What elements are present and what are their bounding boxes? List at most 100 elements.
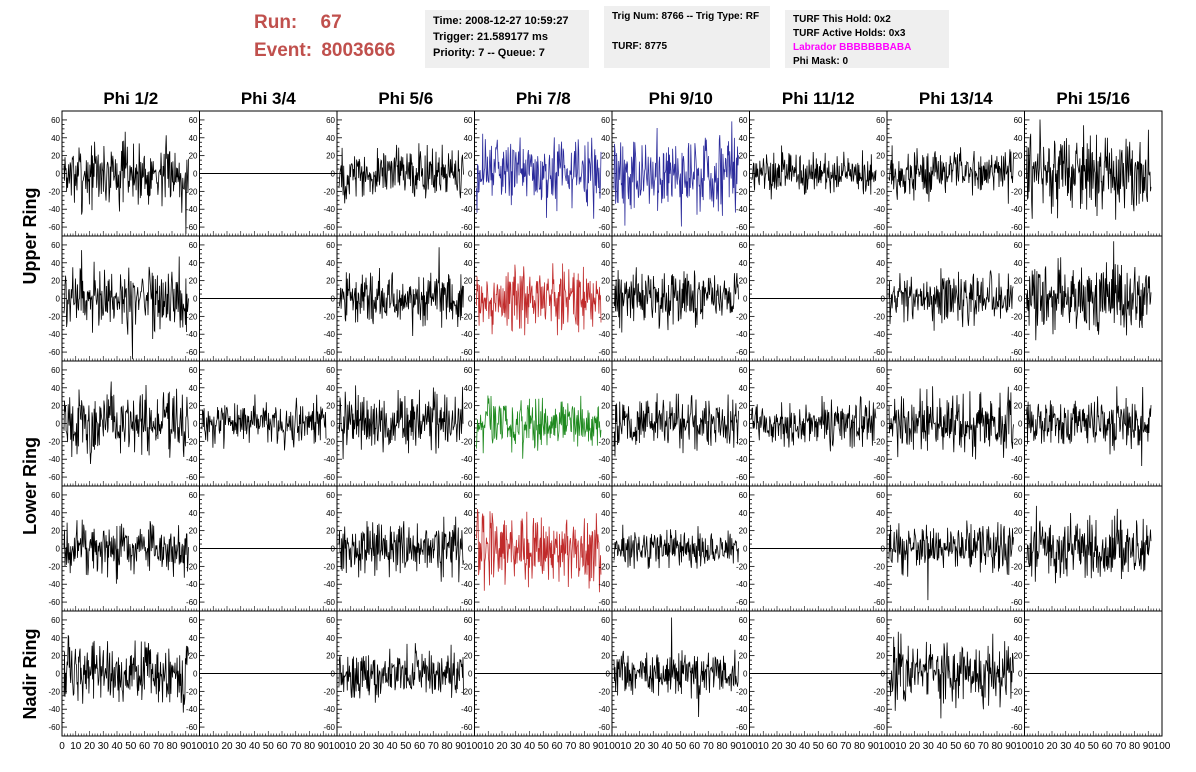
y-tick-label: 20 (876, 152, 885, 161)
y-tick-label: 20 (189, 652, 198, 661)
y-tick-label: 60 (326, 491, 335, 500)
y-tick-label: 60 (1014, 616, 1023, 625)
y-tick-label: 0 (56, 420, 61, 429)
y-tick-label: 20 (464, 152, 473, 161)
waveform-r1-c6 (751, 145, 877, 200)
y-tick-label: -60 (1011, 223, 1023, 232)
y-tick-label: 60 (189, 366, 198, 375)
y-tick-label: -60 (1011, 723, 1023, 732)
y-tick-label: 20 (51, 527, 60, 536)
x-tick-label: 10 (208, 741, 220, 752)
y-tick-label: 20 (189, 402, 198, 411)
y-tick-label: -20 (323, 187, 335, 196)
y-tick-label: -20 (461, 562, 473, 571)
y-tick-label: 60 (739, 241, 748, 250)
y-tick-label: 60 (876, 116, 885, 125)
y-tick-label: 40 (51, 634, 60, 643)
y-tick-label: 60 (601, 366, 610, 375)
y-tick-label: 40 (189, 509, 198, 518)
x-tick-label: 30 (923, 741, 935, 752)
y-tick-label: -20 (1011, 687, 1023, 696)
x-tick-label: 10 (620, 741, 632, 752)
y-tick-label: 40 (601, 384, 610, 393)
y-tick-label: -40 (48, 705, 60, 714)
y-tick-label: -60 (736, 598, 748, 607)
x-tick-label: 100 (1016, 741, 1033, 752)
y-tick-label: -20 (598, 187, 610, 196)
y-tick-label: -60 (873, 723, 885, 732)
y-tick-label: 20 (51, 402, 60, 411)
y-tick-label: -40 (186, 455, 198, 464)
x-tick-label: 50 (400, 741, 412, 752)
y-tick-label: -40 (873, 455, 885, 464)
x-tick-label: 70 (290, 741, 302, 752)
y-tick-label: 0 (468, 545, 473, 554)
y-tick-label: 40 (601, 634, 610, 643)
y-tick-label: 60 (739, 116, 748, 125)
waveform-r3-c7 (888, 386, 1014, 460)
y-tick-label: -60 (598, 223, 610, 232)
y-tick-label: -20 (1011, 312, 1023, 321)
waveform-r4-c4 (476, 509, 602, 593)
waveform-r3-c4 (476, 395, 602, 459)
y-tick-label: -60 (736, 473, 748, 482)
y-tick-label: 0 (881, 545, 886, 554)
y-tick-label: 40 (1014, 634, 1023, 643)
y-tick-label: -20 (186, 437, 198, 446)
y-tick-label: 20 (601, 652, 610, 661)
y-tick-label: 40 (51, 384, 60, 393)
y-tick-label: 40 (464, 509, 473, 518)
y-tick-label: -40 (598, 455, 610, 464)
y-tick-label: -60 (323, 473, 335, 482)
y-tick-label: -40 (598, 705, 610, 714)
y-tick-label: -60 (323, 723, 335, 732)
y-tick-label: -60 (1011, 473, 1023, 482)
y-tick-label: -20 (873, 562, 885, 571)
y-tick-label: -40 (186, 580, 198, 589)
y-tick-label: -40 (736, 580, 748, 589)
y-tick-label: 60 (189, 616, 198, 625)
y-tick-label: 0 (1018, 170, 1023, 179)
y-tick-label: 0 (56, 545, 61, 554)
y-tick-label: -20 (186, 562, 198, 571)
y-tick-label: 20 (326, 527, 335, 536)
y-tick-label: 60 (189, 491, 198, 500)
x-tick-label: 100 (879, 741, 896, 752)
waveform-r2-c3 (338, 247, 464, 337)
y-tick-label: -40 (461, 705, 473, 714)
y-tick-label: 40 (464, 384, 473, 393)
y-tick-label: -40 (186, 205, 198, 214)
waveform-r1-c7 (888, 145, 1014, 204)
y-tick-label: -40 (323, 580, 335, 589)
x-tick-label: 90 (730, 741, 742, 752)
y-tick-label: 20 (51, 652, 60, 661)
waveform-r2-c7 (888, 268, 1014, 331)
x-tick-label: 40 (799, 741, 811, 752)
y-tick-label: -60 (186, 348, 198, 357)
y-tick-label: 0 (606, 420, 611, 429)
y-tick-label: 20 (326, 402, 335, 411)
y-tick-label: -20 (736, 312, 748, 321)
event-label-text: Event: (254, 40, 313, 61)
y-tick-label: -60 (48, 723, 60, 732)
turf-hold-text: TURF This Hold: 0x2 (793, 14, 891, 25)
x-tick-label: 80 (854, 741, 866, 752)
y-tick-label: 0 (606, 295, 611, 304)
y-tick-label: -40 (873, 205, 885, 214)
y-tick-label: -40 (598, 330, 610, 339)
y-tick-label: 20 (326, 152, 335, 161)
y-tick-label: 0 (331, 170, 336, 179)
y-tick-label: -40 (1011, 580, 1023, 589)
phi-mask-text: Phi Mask: 0 (793, 56, 849, 67)
y-tick-label: -20 (48, 687, 60, 696)
x-tick-label: 10 (895, 741, 907, 752)
y-tick-label: -60 (461, 348, 473, 357)
waveform-r5-c3 (338, 643, 464, 703)
y-tick-label: -40 (461, 205, 473, 214)
column-header-2: Phi 3/4 (241, 89, 296, 108)
x-tick-label: 20 (771, 741, 783, 752)
y-tick-label: -60 (186, 598, 198, 607)
trig-num-text: Trig Num: 8766 -- Trig Type: RF (612, 11, 760, 22)
y-tick-label: 40 (876, 259, 885, 268)
